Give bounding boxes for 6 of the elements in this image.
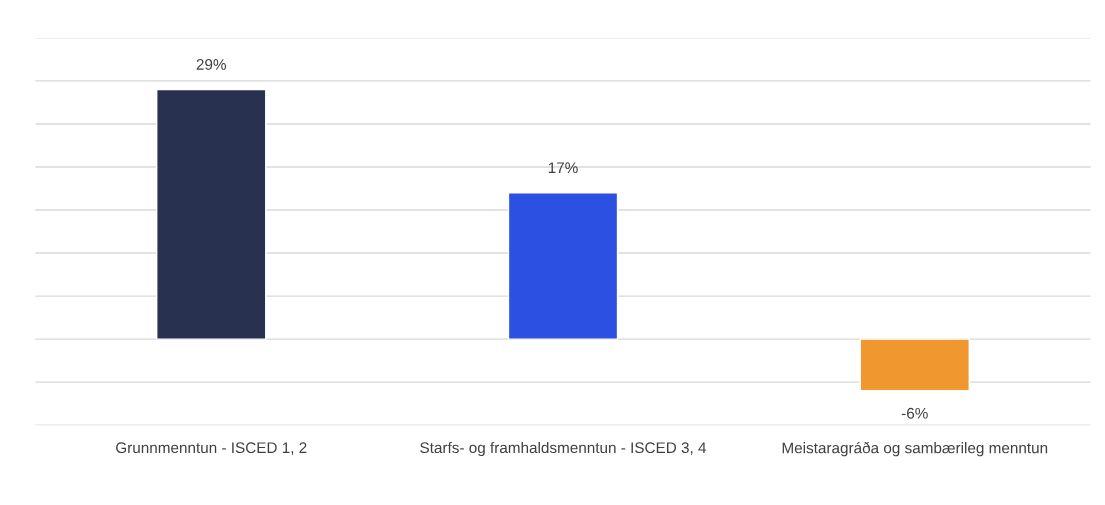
- x-tick-label: Grunnmenntun - ISCED 1, 2: [116, 442, 307, 455]
- x-tick-label: Starfs- og framhaldsmenntun - ISCED 3, 4: [420, 441, 707, 457]
- data-label: 17%: [548, 162, 578, 174]
- data-label: 29%: [196, 59, 226, 70]
- data-label: -6%: [901, 407, 928, 419]
- x-tick-label: Meistaragráða og sambærileg menntun: [782, 441, 1048, 457]
